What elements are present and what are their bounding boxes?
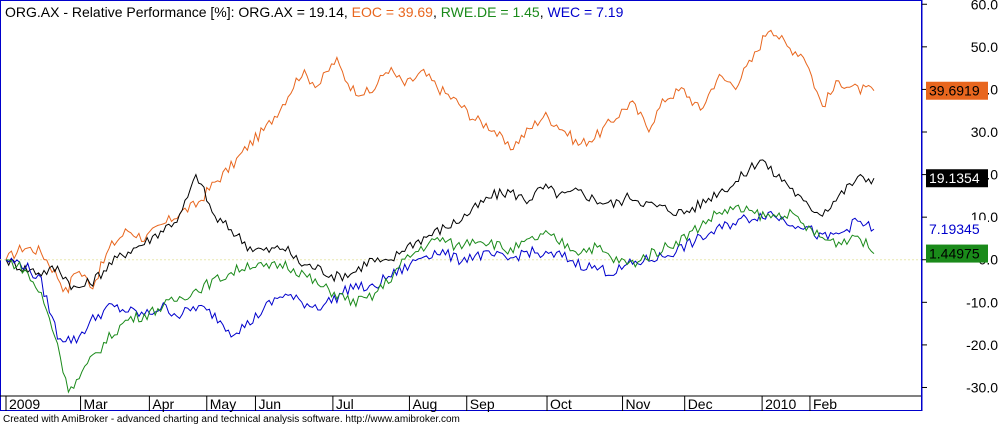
last-value-badge-bg	[926, 169, 988, 188]
last-value-badge-bg	[926, 244, 988, 263]
title-sep-3: ,	[540, 4, 548, 20]
last-value-badge-bg	[926, 220, 988, 239]
y-tick-label: 50.0	[971, 39, 998, 55]
title-entry-org: ORG.AX = 19.14	[238, 4, 344, 20]
title-sep-1: ,	[344, 4, 352, 20]
y-tick-label: -10.0	[966, 294, 998, 310]
x-tick-label: Oct	[550, 396, 572, 412]
series-line-wec	[5, 210, 875, 345]
x-tick-label: Apr	[152, 396, 174, 412]
y-tick-label: 60.0	[971, 0, 998, 12]
last-value-badge: 1.44975	[929, 246, 980, 262]
y-axis: -30.0-20.0-10.00.010.020.030.040.050.060…	[922, 0, 998, 395]
last-value-labels: 39.6919 19.1354 7.19345 1.44975	[926, 81, 988, 263]
last-value-badge: 39.6919	[929, 83, 980, 99]
x-tick-label: Mar	[84, 396, 108, 412]
title-sep-2: ,	[433, 4, 441, 20]
title-entry-eoc: EOC = 39.69	[352, 4, 434, 20]
x-tick-label: Dec	[688, 396, 713, 412]
y-tick-label: -20.0	[966, 337, 998, 353]
x-tick-label: Jul	[336, 396, 354, 412]
chart-title: ORG.AX - Relative Performance [%]: ORG.A…	[5, 4, 624, 20]
last-value-badge-bg	[926, 81, 988, 100]
x-tick-label: Sep	[470, 396, 495, 412]
footer-credit: Created with AmiBroker - advanced charti…	[3, 414, 460, 425]
x-tick-label: Jun	[258, 396, 281, 412]
y-tick-label: -30.0	[966, 379, 998, 395]
x-tick-label: Aug	[412, 396, 437, 412]
x-tick-label: May	[210, 396, 236, 412]
series-layer	[5, 29, 875, 394]
series-line-rwe-de	[5, 204, 875, 394]
x-tick-label: Nov	[626, 396, 651, 412]
y-tick-label: 30.0	[971, 124, 998, 140]
title-entry-wec: WEC = 7.19	[547, 4, 623, 20]
series-line-eoc	[5, 29, 875, 294]
title-prefix: ORG.AX - Relative Performance [%]:	[5, 4, 238, 20]
plot-area-border	[0, 0, 922, 411]
x-tick-label: Feb	[813, 396, 837, 412]
series-line-org-ax	[5, 159, 875, 291]
last-value-badge: 7.19345	[929, 221, 980, 237]
x-tick-label: 2009	[9, 396, 40, 412]
last-value-badge: 19.1354	[929, 170, 980, 186]
x-tick-label: 2010	[765, 396, 796, 412]
title-entry-rwe: RWE.DE = 1.45	[441, 4, 540, 20]
x-axis: 2009 Mar Apr May Jun Jul Aug Sep Oct Nov Dec 2010 Fe…	[0, 395, 921, 412]
